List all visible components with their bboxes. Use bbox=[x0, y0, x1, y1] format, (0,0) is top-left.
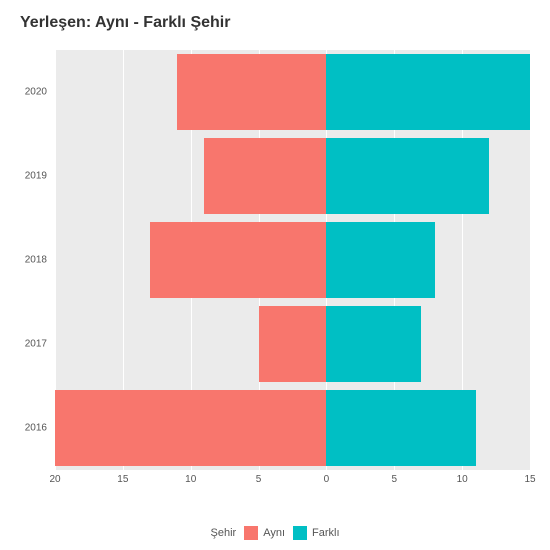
bar-row: 2018 bbox=[55, 222, 530, 298]
bar-farkli bbox=[326, 54, 530, 130]
legend-label-farkli: Farklı bbox=[312, 527, 340, 539]
legend-swatch-farkli bbox=[293, 526, 307, 540]
bar-row: 2019 bbox=[55, 138, 530, 214]
bar-ayni bbox=[204, 138, 326, 214]
y-axis-label: 2019 bbox=[25, 170, 47, 181]
bar-farkli bbox=[326, 306, 421, 382]
x-axis-label: 15 bbox=[117, 474, 128, 485]
gridline bbox=[530, 50, 531, 470]
x-axis-label: 0 bbox=[324, 474, 330, 485]
bar-row: 2016 bbox=[55, 390, 530, 466]
bar-row: 2020 bbox=[55, 54, 530, 130]
x-axis-label: 10 bbox=[457, 474, 468, 485]
x-axis-label: 5 bbox=[256, 474, 262, 485]
x-axis-label: 15 bbox=[524, 474, 535, 485]
y-axis-label: 2017 bbox=[25, 338, 47, 349]
bar-row: 2017 bbox=[55, 306, 530, 382]
legend-item-ayni: Aynı bbox=[244, 526, 285, 540]
y-axis-label: 2020 bbox=[25, 86, 47, 97]
legend: Şehir Aynı Farklı bbox=[0, 526, 550, 540]
legend-swatch-ayni bbox=[244, 526, 258, 540]
bar-ayni bbox=[55, 390, 326, 466]
y-axis-label: 2018 bbox=[25, 254, 47, 265]
chart-title: Yerleşen: Aynı - Farklı Şehir bbox=[20, 14, 230, 32]
legend-label-ayni: Aynı bbox=[263, 527, 285, 539]
bar-ayni bbox=[177, 54, 326, 130]
legend-item-farkli: Farklı bbox=[293, 526, 340, 540]
bar-farkli bbox=[326, 390, 475, 466]
x-axis-label: 20 bbox=[49, 474, 60, 485]
plot-area: 2020 2019 2018 2017 2016 bbox=[55, 50, 530, 470]
bar-farkli bbox=[326, 222, 435, 298]
x-axis-label: 10 bbox=[185, 474, 196, 485]
legend-title: Şehir bbox=[211, 527, 237, 539]
x-axis-label: 5 bbox=[392, 474, 398, 485]
y-axis-label: 2016 bbox=[25, 422, 47, 433]
bar-farkli bbox=[326, 138, 489, 214]
bar-ayni bbox=[150, 222, 326, 298]
bar-ayni bbox=[259, 306, 327, 382]
